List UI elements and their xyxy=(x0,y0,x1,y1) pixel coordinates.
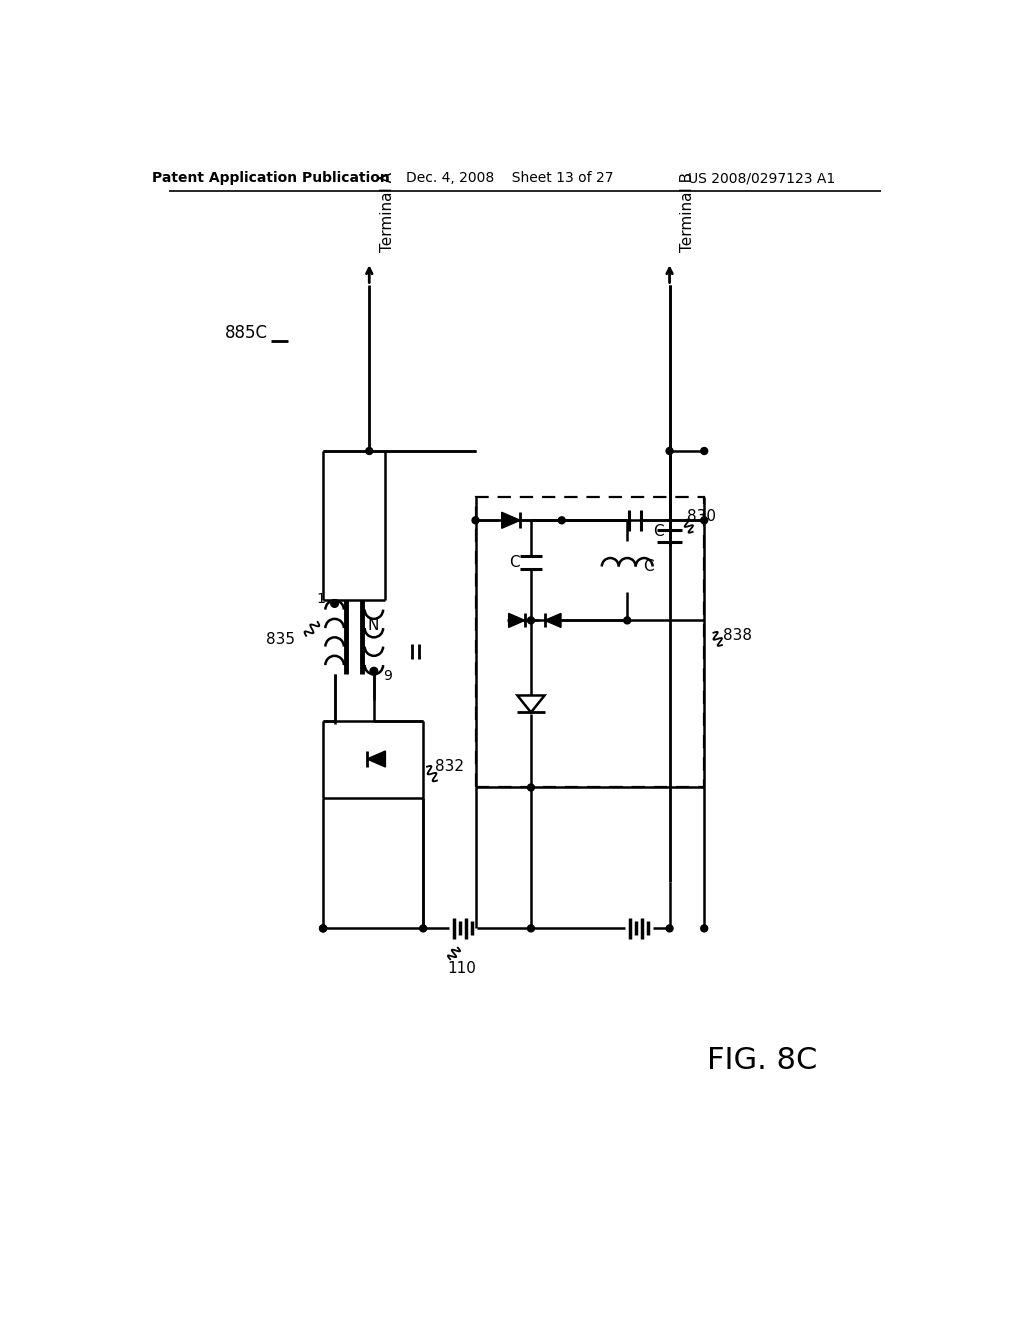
Text: 9: 9 xyxy=(383,669,392,682)
Circle shape xyxy=(370,668,378,675)
Polygon shape xyxy=(509,614,524,627)
Circle shape xyxy=(527,616,535,624)
Text: C: C xyxy=(643,558,654,574)
Circle shape xyxy=(420,925,427,932)
Circle shape xyxy=(700,517,708,524)
Circle shape xyxy=(700,925,708,932)
Text: N: N xyxy=(368,618,379,632)
Bar xyxy=(475,498,705,788)
Text: 830: 830 xyxy=(687,510,717,524)
Text: Terminal A: Terminal A xyxy=(380,173,395,252)
Text: Dec. 4, 2008    Sheet 13 of 27: Dec. 4, 2008 Sheet 13 of 27 xyxy=(406,172,613,185)
Circle shape xyxy=(624,616,631,624)
Text: Patent Application Publication: Patent Application Publication xyxy=(152,172,389,185)
Text: US 2008/0297123 A1: US 2008/0297123 A1 xyxy=(688,172,836,185)
Circle shape xyxy=(319,925,327,932)
Text: 110: 110 xyxy=(447,961,476,975)
Text: C: C xyxy=(652,524,664,540)
Circle shape xyxy=(666,447,673,454)
Text: 885C: 885C xyxy=(224,325,267,342)
Circle shape xyxy=(472,517,479,524)
Text: Terminal B: Terminal B xyxy=(680,172,695,252)
Circle shape xyxy=(527,925,535,932)
Circle shape xyxy=(331,599,339,607)
Polygon shape xyxy=(367,751,385,767)
Circle shape xyxy=(527,784,535,791)
Text: FIG. 8C: FIG. 8C xyxy=(707,1047,817,1076)
Polygon shape xyxy=(502,512,520,528)
Circle shape xyxy=(319,925,327,932)
Text: 838: 838 xyxy=(724,628,753,643)
Text: 1: 1 xyxy=(316,591,326,606)
Circle shape xyxy=(366,447,373,454)
Text: 832: 832 xyxy=(435,759,464,775)
Circle shape xyxy=(666,925,673,932)
Circle shape xyxy=(558,517,565,524)
Text: 835: 835 xyxy=(265,632,295,647)
Circle shape xyxy=(700,447,708,454)
Polygon shape xyxy=(545,614,561,627)
Text: C: C xyxy=(509,556,519,570)
